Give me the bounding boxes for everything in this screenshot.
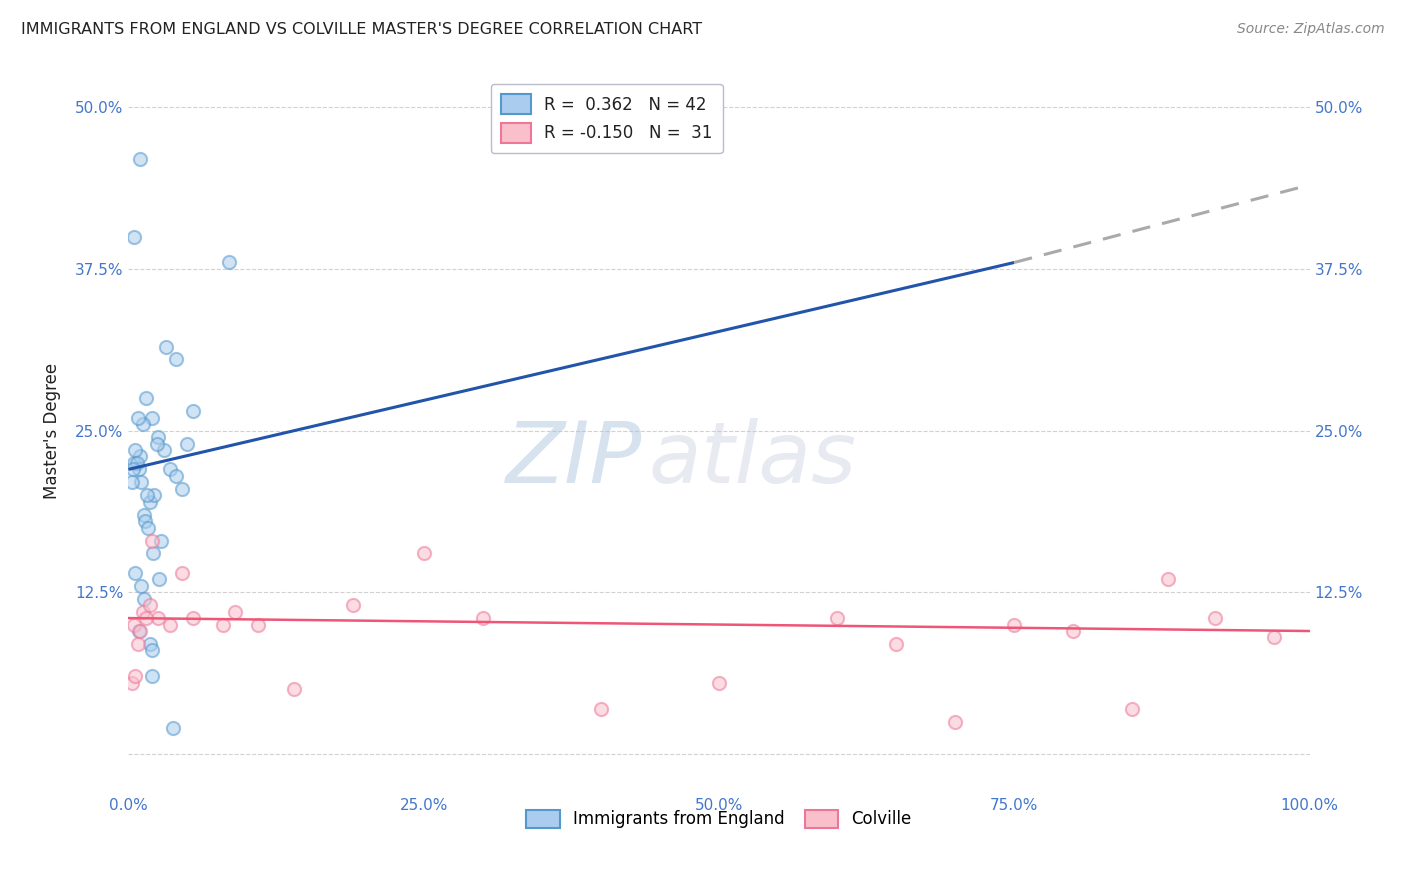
- Point: [170, 482, 193, 496]
- Point: [165, 468, 187, 483]
- Text: Source: ZipAtlas.com: Source: ZipAtlas.com: [1237, 22, 1385, 37]
- Point: [170, 566, 193, 580]
- Point: [135, 391, 157, 405]
- Point: [132, 591, 155, 606]
- Text: IMMIGRANTS FROM ENGLAND VS COLVILLE MASTER'S DEGREE CORRELATION CHART: IMMIGRANTS FROM ENGLAND VS COLVILLE MAST…: [21, 22, 702, 37]
- Point: [134, 514, 156, 528]
- Point: [124, 617, 146, 632]
- Point: [131, 475, 153, 490]
- Point: [131, 605, 153, 619]
- Point: [146, 430, 169, 444]
- Point: [141, 533, 163, 548]
- Point: [145, 436, 167, 450]
- Point: [138, 520, 160, 534]
- Point: [141, 643, 163, 657]
- Point: [412, 546, 434, 560]
- Point: [131, 417, 153, 431]
- Point: [212, 617, 235, 632]
- Point: [943, 714, 966, 729]
- Point: [122, 462, 145, 476]
- Point: [283, 682, 305, 697]
- Point: [142, 546, 165, 560]
- Point: [342, 598, 364, 612]
- Point: [183, 611, 205, 625]
- Point: [224, 605, 246, 619]
- Point: [127, 637, 149, 651]
- Point: [141, 669, 163, 683]
- Point: [159, 617, 181, 632]
- Point: [121, 475, 143, 490]
- Legend: Immigrants from England, Colville: Immigrants from England, Colville: [520, 803, 918, 835]
- Point: [128, 624, 150, 638]
- Point: [136, 488, 159, 502]
- Point: [1121, 701, 1143, 715]
- Point: [825, 611, 848, 625]
- Point: [884, 637, 907, 651]
- Point: [129, 152, 152, 166]
- Point: [138, 598, 160, 612]
- Point: [124, 456, 146, 470]
- Point: [707, 675, 730, 690]
- Point: [218, 255, 240, 269]
- Point: [153, 442, 176, 457]
- Point: [124, 669, 146, 683]
- Point: [247, 617, 270, 632]
- Point: [127, 410, 149, 425]
- Point: [124, 566, 146, 580]
- Point: [138, 494, 160, 508]
- Y-axis label: Master's Degree: Master's Degree: [44, 362, 60, 499]
- Point: [162, 721, 184, 735]
- Point: [129, 624, 152, 638]
- Point: [129, 450, 152, 464]
- Point: [150, 533, 173, 548]
- Point: [125, 456, 148, 470]
- Point: [1157, 572, 1180, 586]
- Point: [132, 508, 155, 522]
- Point: [589, 701, 612, 715]
- Point: [159, 462, 181, 476]
- Point: [1002, 617, 1025, 632]
- Point: [1062, 624, 1084, 638]
- Text: ZIP: ZIP: [506, 418, 643, 501]
- Point: [1204, 611, 1226, 625]
- Point: [128, 462, 150, 476]
- Text: atlas: atlas: [648, 418, 856, 501]
- Point: [183, 404, 205, 418]
- Point: [146, 611, 169, 625]
- Point: [138, 637, 160, 651]
- Point: [1263, 631, 1285, 645]
- Point: [131, 579, 153, 593]
- Point: [124, 229, 146, 244]
- Point: [121, 675, 143, 690]
- Point: [135, 611, 157, 625]
- Point: [176, 436, 198, 450]
- Point: [155, 339, 177, 353]
- Point: [143, 488, 166, 502]
- Point: [148, 572, 170, 586]
- Point: [165, 352, 187, 367]
- Point: [471, 611, 494, 625]
- Point: [141, 410, 163, 425]
- Point: [124, 442, 146, 457]
